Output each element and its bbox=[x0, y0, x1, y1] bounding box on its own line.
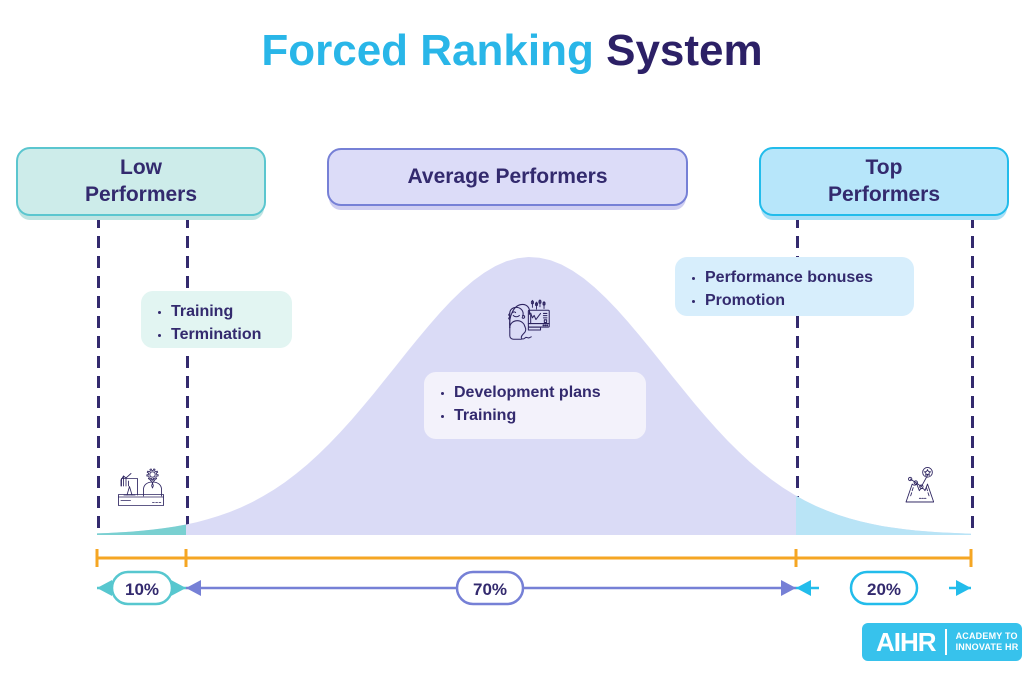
svg-text:70%: 70% bbox=[473, 580, 507, 599]
svg-text:20%: 20% bbox=[867, 580, 901, 599]
svg-text:10%: 10% bbox=[125, 580, 159, 599]
